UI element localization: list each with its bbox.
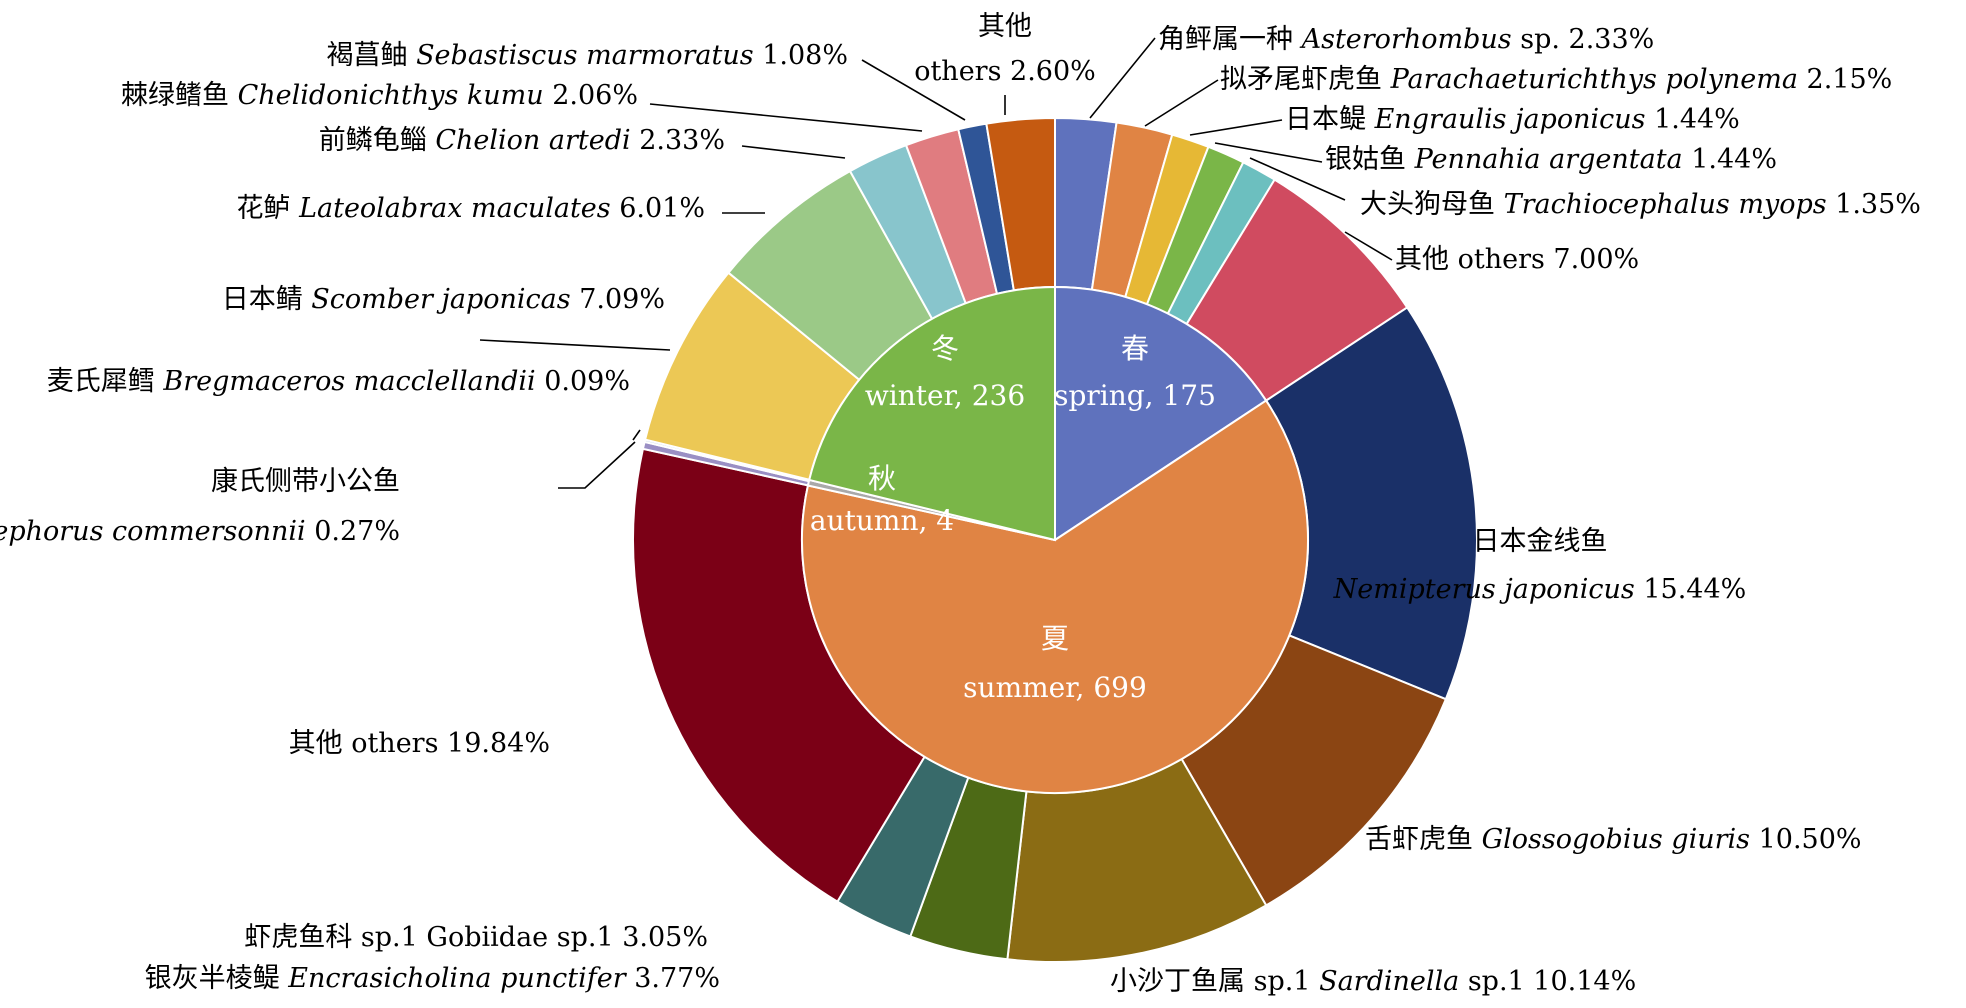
leader-line-14 <box>479 339 671 351</box>
inner-ring <box>801 285 1309 794</box>
leader-line-2 <box>1189 119 1283 136</box>
slice-labels: 春 spring, 175 夏 summer, 699 秋 autumn, 4 冬 winte… <box>0 11 1921 997</box>
outer-label-6: 日本金线鱼 <box>1473 526 1608 557</box>
outer-label-11: 其他 others 19.84% <box>289 728 550 759</box>
outer-label-9: 银灰半棱鳀 Encrasicholina punctifer 3.77% <box>145 963 720 994</box>
outer-label-0: 角鲆属一种 Asterorhombus sp. 2.33% <box>1158 24 1654 55</box>
outer-label-17: 棘绿鳍鱼 Chelidonichthys kumu 2.06% <box>121 80 638 111</box>
outer-label-8: 小沙丁鱼属 sp.1 Sardinella sp.1 10.14% <box>1110 966 1636 997</box>
outer-label-10: 虾虎鱼科 sp.1 Gobiidae sp.1 3.05% <box>244 922 708 953</box>
leader-lines <box>479 37 1393 489</box>
leader-line-16 <box>741 145 846 159</box>
leader-line-1 <box>1144 79 1219 127</box>
inner-label-winter-cn: 冬 <box>931 332 959 365</box>
outer-label-3: 银姑鱼 Pennahia argentata 1.44% <box>1325 144 1777 175</box>
outer-ring <box>632 116 1478 963</box>
leader-line-13 <box>632 429 641 441</box>
inner-label-spring-cn: 春 <box>1121 332 1149 365</box>
outer-label-7: 舌虾虎鱼 Glossogobius giuris 10.50% <box>1365 824 1862 855</box>
outer-label-4: 大头狗母鱼 Trachiocephalus myops 1.35% <box>1360 189 1921 220</box>
inner-slice-winter <box>808 285 1056 542</box>
leader-line-18 <box>861 59 966 121</box>
inner-label-summer: summer, 699 <box>963 671 1147 704</box>
outer-label-13: 麦氏犀鳕 Bregmaceros macclellandii 0.09% <box>47 366 630 397</box>
outer-label-2: 日本鳀 Engraulis japonicus 1.44% <box>1285 104 1740 135</box>
leader-line-4 <box>1249 157 1346 201</box>
leader-line-3 <box>1214 142 1323 163</box>
outer-label-6-line2: Nemipterus japonicus 15.44% <box>1333 574 1747 605</box>
leader-line-5 <box>1344 231 1393 261</box>
leader-line-17 <box>649 103 923 132</box>
outer-label-18: 褐菖鲉 Sebastiscus marmoratus 1.08% <box>326 40 848 71</box>
outer-label-16: 前鳞龟鲻 Chelion artedi 2.33% <box>319 125 725 156</box>
outer-label-1: 拟矛尾虾虎鱼 Parachaeturichthys polynema 2.15% <box>1220 64 1892 95</box>
inner-label-spring: spring, 175 <box>1054 379 1216 412</box>
outer-label-12-line2: Stolephorus commersonnii 0.27% <box>0 516 400 547</box>
inner-label-summer-cn: 夏 <box>1041 622 1069 655</box>
outer-label-19: 其他 <box>978 11 1032 42</box>
outer-label-15: 花鲈 Lateolabrax maculates 6.01% <box>236 193 705 224</box>
outer-label-14: 日本鲭 Scomber japonicas 7.09% <box>222 284 665 315</box>
outer-label-19-line2: others 2.60% <box>914 56 1096 87</box>
inner-slice-summer <box>801 399 1309 794</box>
leader-line-12 <box>558 441 636 489</box>
inner-label-autumn: autumn, 4 <box>810 504 954 537</box>
inner-label-winter: winter, 236 <box>865 379 1025 412</box>
inner-label-autumn-cn: 秋 <box>868 462 896 495</box>
outer-label-5: 其他 others 7.00% <box>1395 244 1639 275</box>
inner-slice-spring <box>1054 285 1268 542</box>
leader-line-0 <box>1089 37 1156 119</box>
outer-label-12: 康氏侧带小公鱼 <box>211 466 400 497</box>
